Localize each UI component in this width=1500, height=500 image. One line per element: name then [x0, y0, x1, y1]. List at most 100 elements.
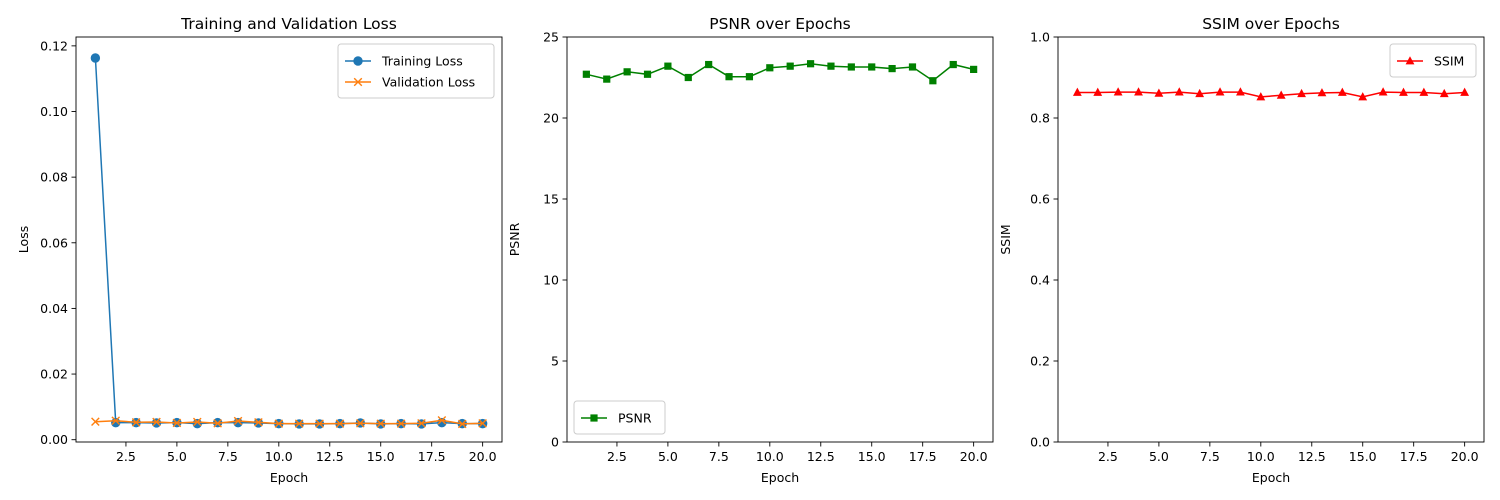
- loss-data-point-stroke: [335, 419, 345, 428]
- loss-x-tick-label: 2.5: [116, 449, 136, 464]
- loss-data-point: [396, 419, 406, 428]
- psnr-data-point: [725, 73, 733, 81]
- loss-series-line: [94, 57, 483, 425]
- loss-x-tick-label: 17.5: [418, 449, 446, 464]
- ssim-data-point: [1072, 87, 1082, 96]
- psnr-y-tick-label: 0: [551, 435, 559, 450]
- loss-data-point-stroke: [457, 419, 467, 429]
- loss-data-point-stroke: [91, 417, 100, 426]
- loss-legend-box: [337, 43, 495, 99]
- psnr-data-point: [929, 77, 937, 85]
- loss-legend-marker: [353, 77, 363, 87]
- psnr-y-tick-label: 15: [543, 192, 559, 207]
- loss-data-point-stroke: [131, 418, 141, 427]
- ssim-data-point: [1439, 88, 1449, 98]
- loss-data-point: [274, 419, 284, 428]
- ssim-x-tick-label: 2.5: [1098, 449, 1118, 464]
- loss-data-point: [192, 417, 202, 427]
- ssim-y-tick-label: 0.6: [1030, 192, 1050, 207]
- loss-legend-label: Training Loss: [381, 54, 463, 69]
- psnr-data-point: [623, 68, 631, 76]
- psnr-x-tick-label: 17.5: [909, 449, 937, 464]
- loss-data-point: [213, 418, 222, 428]
- psnr-data-point: [847, 63, 855, 71]
- loss-legend: Training Loss Validation Loss: [337, 43, 495, 99]
- loss-legend-item: Training Loss: [345, 54, 463, 69]
- ssim-legend-marker: [1405, 56, 1415, 65]
- loss-data-point-stroke: [376, 419, 386, 428]
- loss-data-point: [172, 418, 182, 428]
- loss-data-point: [131, 418, 141, 427]
- loss-legend-marker: [353, 56, 363, 66]
- ssim-y-tick-label: 0.4: [1030, 273, 1050, 288]
- psnr-data-point: [908, 63, 917, 71]
- ssim-data-point: [1399, 87, 1408, 96]
- loss-data-point-stroke: [254, 418, 263, 427]
- loss-data-point: [356, 418, 365, 428]
- psnr-data-point: [684, 73, 692, 82]
- ssim-data-point: [1215, 87, 1225, 96]
- ssim-x-tick-label: 20.0: [1451, 449, 1479, 464]
- loss-data-point-stroke: [294, 419, 304, 428]
- psnr-data-point: [705, 60, 713, 69]
- psnr-data-point: [970, 65, 978, 73]
- loss-x-tick-label: 5.0: [167, 449, 187, 464]
- psnr-legend-item: PSNR: [581, 411, 652, 426]
- psnr-x-tick-label: 20.0: [960, 449, 988, 464]
- loss-legend-item: Validation Loss: [345, 75, 475, 90]
- psnr-data-point: [745, 73, 754, 81]
- ssim-data-point: [1236, 87, 1245, 96]
- loss-data-point: [457, 419, 467, 429]
- psnr-data-point: [603, 75, 611, 83]
- psnr-axes-frame: [566, 36, 994, 443]
- ssim-y-tick-label: 0.0: [1030, 435, 1050, 450]
- loss-data-point: [294, 419, 304, 428]
- psnr-data-point: [664, 62, 672, 70]
- loss-data-point-stroke: [172, 418, 182, 428]
- psnr-y-tick-label: 20: [543, 111, 559, 126]
- ssim-x-tick-label: 15.0: [1349, 449, 1377, 464]
- loss-series-0: [90, 53, 488, 429]
- ssim-data-point: [1093, 87, 1103, 96]
- loss-data-point: [254, 418, 263, 427]
- ssim-x-tick-label: 10.0: [1247, 449, 1275, 464]
- psnr-y-tick-label: 25: [543, 30, 559, 45]
- psnr-y-tick-label: 5: [551, 354, 559, 369]
- loss-data-point: [315, 419, 324, 428]
- loss-y-tick-label: 0.04: [40, 301, 68, 316]
- loss-data-point-stroke: [417, 418, 426, 428]
- loss-y-tick-label: 0.12: [40, 38, 68, 53]
- ssim-x-axis-label: Epoch: [1252, 470, 1290, 485]
- loss-data-point: [90, 53, 101, 63]
- ssim-x-tick-label: 7.5: [1200, 449, 1220, 464]
- ssim-series-0: [1072, 87, 1470, 101]
- loss-data-point-stroke: [315, 419, 324, 428]
- loss-legend-label: Validation Loss: [382, 75, 475, 90]
- ssim-y-tick-label: 0.8: [1030, 111, 1050, 126]
- psnr-legend-label: PSNR: [618, 411, 652, 426]
- ssim-legend-item: SSIM: [1397, 54, 1464, 69]
- ssim-data-point: [1276, 90, 1286, 99]
- ssim-data-point: [1195, 88, 1205, 98]
- loss-panel: 2.5 5.0 7.5 10.0 12.5 15.0 17.5 20.0 0.00 0.02 0.0…: [16, 15, 503, 485]
- ssim-data-point: [1317, 88, 1327, 97]
- loss-y-axis-label: Loss: [16, 226, 31, 253]
- psnr-x-tick-label: 5.0: [658, 449, 678, 464]
- psnr-x-tick-label: 15.0: [858, 449, 886, 464]
- psnr-x-axis-label: Epoch: [761, 470, 799, 485]
- loss-data-point: [335, 419, 345, 428]
- loss-data-point-stroke: [478, 418, 487, 428]
- psnr-legend-marker: [590, 414, 598, 422]
- ssim-x-tick-label: 5.0: [1149, 449, 1169, 464]
- loss-data-point: [111, 416, 121, 425]
- psnr-data-point: [827, 62, 835, 70]
- loss-data-point-stroke: [152, 417, 161, 427]
- ssim-data-point: [1419, 87, 1429, 96]
- loss-series-1: [91, 416, 487, 429]
- ssim-panel: 2.5 5.0 7.5 10.0 12.5 15.0 17.5 20.0 0.0 0.2 0.4 0.…: [998, 15, 1485, 485]
- loss-y-tick-label: 0.10: [40, 104, 68, 119]
- loss-x-tick-label: 15.0: [367, 449, 395, 464]
- loss-data-point: [192, 418, 202, 429]
- ssim-series-line: [1077, 91, 1465, 98]
